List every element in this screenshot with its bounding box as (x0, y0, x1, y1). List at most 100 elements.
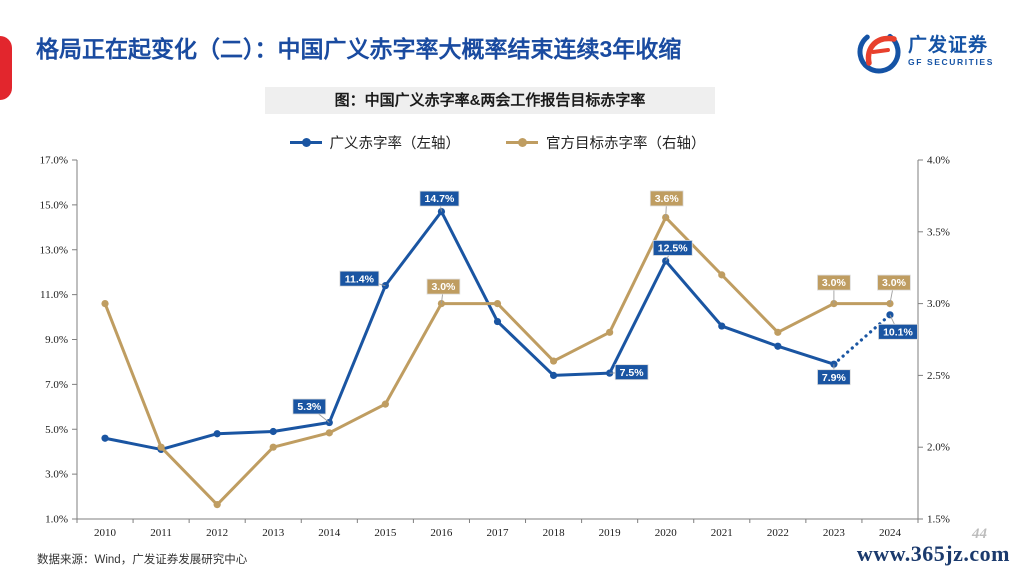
legend-line-marker-icon (506, 137, 538, 147)
title-accent-bar (0, 36, 12, 100)
logo-name-en: GF SECURITIES (908, 57, 994, 67)
series-1-segment (720, 273, 779, 334)
left-axis-tick-label: 9.0% (45, 334, 68, 346)
series-1-segment (328, 402, 387, 435)
series-0-segment (664, 259, 723, 328)
gf-securities-logo: 广发证券 GF SECURITIES (854, 26, 994, 76)
series-1-segment (103, 303, 163, 448)
series-1-marker (213, 501, 221, 509)
legend-item-broad-deficit: 广义赤字率（左轴） (289, 132, 461, 153)
data-label-text: 11.4% (345, 273, 375, 285)
series-1-marker (101, 300, 109, 308)
data-label-box (426, 278, 461, 295)
right-axis-tick-label: 1.5% (927, 514, 950, 526)
data-label-box (649, 190, 684, 207)
series-1-segment (160, 446, 219, 506)
series-1-marker (774, 328, 782, 336)
x-axis-year-label: 2018 (543, 527, 566, 539)
x-axis-year-label: 2021 (711, 527, 733, 539)
data-label-box (292, 398, 327, 415)
series-0-segment (553, 371, 610, 377)
series-1-segment (777, 302, 835, 334)
x-axis-year-label: 2023 (823, 527, 846, 539)
series-1-marker (606, 328, 614, 336)
left-axis-tick-label: 3.0% (45, 469, 68, 481)
series-1-segment (664, 216, 723, 276)
gf-logo-icon (857, 30, 901, 74)
data-label-box (817, 274, 851, 291)
series-0-segment (217, 429, 274, 436)
series-0-segment (384, 210, 443, 287)
series-1-segment (384, 302, 443, 405)
series-0-marker (213, 430, 221, 438)
series-0-marker (718, 322, 726, 330)
x-axis-year-label: 2022 (767, 527, 789, 539)
data-label-text: 12.5% (658, 243, 688, 255)
left-axis-tick-label: 5.0% (45, 424, 68, 436)
right-axis-tick-label: 3.5% (927, 226, 950, 238)
legend-line-marker-icon (289, 137, 322, 147)
series-0-segment (327, 285, 387, 424)
series-1-segment (552, 330, 611, 363)
left-axis-tick-label: 13.0% (40, 244, 68, 256)
data-source-note: 数据来源：Wind，广发证券发展研究中心 (37, 554, 248, 566)
data-label-box (878, 323, 918, 340)
data-label-box (652, 240, 693, 256)
right-axis-tick-label: 2.0% (927, 442, 950, 454)
x-axis-year-label: 2010 (94, 527, 117, 539)
series-1-segment (216, 446, 275, 506)
x-axis-year-label: 2020 (655, 527, 678, 539)
series-1-marker (269, 443, 277, 451)
data-label-box (614, 364, 649, 381)
data-label-text: 3.0% (822, 277, 847, 289)
series-0-marker (774, 342, 782, 350)
page-title: 格局正在起变化（二）：中国广义赤字率大概率结束连续3年收缩 (36, 36, 682, 62)
page-number: 44 (972, 526, 987, 542)
series-1-marker (325, 429, 333, 437)
series-0-segment (608, 260, 668, 374)
legend-label: 广义赤字率（左轴） (329, 136, 461, 152)
x-axis-year-label: 2015 (374, 527, 397, 539)
right-axis-tick-label: 4.0% (927, 155, 950, 167)
left-axis-tick-label: 17.0% (40, 155, 68, 167)
data-label-text: 10.1% (883, 326, 913, 338)
series-0-marker (493, 317, 502, 326)
series-1-segment (496, 302, 555, 363)
series-0-segment (496, 320, 555, 377)
series-1-segment (272, 431, 330, 449)
series-0-segment (104, 436, 162, 451)
legend-label: 官方目标赤字率（右轴） (546, 136, 706, 152)
series-0-segment (721, 324, 779, 348)
data-label-text: 5.3% (297, 401, 322, 413)
right-axis-tick-label: 3.0% (927, 298, 950, 310)
logo-name-cn: 广发证券 (908, 35, 989, 56)
legend-item-official-target: 官方目标赤字率（右轴） (506, 132, 706, 153)
logo-text: 广发证券 GF SECURITIES (908, 35, 994, 67)
data-label-text: 3.0% (882, 277, 907, 289)
series-0-segment (272, 421, 330, 433)
series-0-marker (101, 434, 109, 442)
series-1-marker (157, 443, 165, 451)
series-0-marker (549, 371, 558, 379)
x-axis-year-label: 2016 (430, 527, 453, 539)
series-0-segment (777, 344, 835, 366)
data-label-text: 7.9% (822, 372, 847, 384)
series-0-segment (832, 313, 892, 366)
x-axis-year-label: 2012 (206, 527, 228, 539)
data-label-text: 3.0% (431, 281, 456, 293)
left-axis-tick-label: 15.0% (40, 199, 68, 211)
x-axis-year-label: 2013 (262, 527, 285, 539)
data-label-box (339, 270, 380, 287)
data-label-text: 3.6% (655, 193, 680, 205)
x-axis-year-label: 2019 (599, 527, 622, 539)
left-axis-tick-label: 11.0% (40, 289, 68, 301)
x-axis-year-label: 2011 (150, 527, 172, 539)
left-axis-tick-label: 1.0% (45, 514, 68, 526)
series-1-marker (718, 271, 726, 279)
x-axis-year-label: 2017 (487, 527, 510, 539)
data-label-text: 14.7% (425, 193, 455, 205)
left-axis-tick-label: 7.0% (45, 379, 68, 391)
x-axis-year-label: 2014 (318, 527, 341, 539)
